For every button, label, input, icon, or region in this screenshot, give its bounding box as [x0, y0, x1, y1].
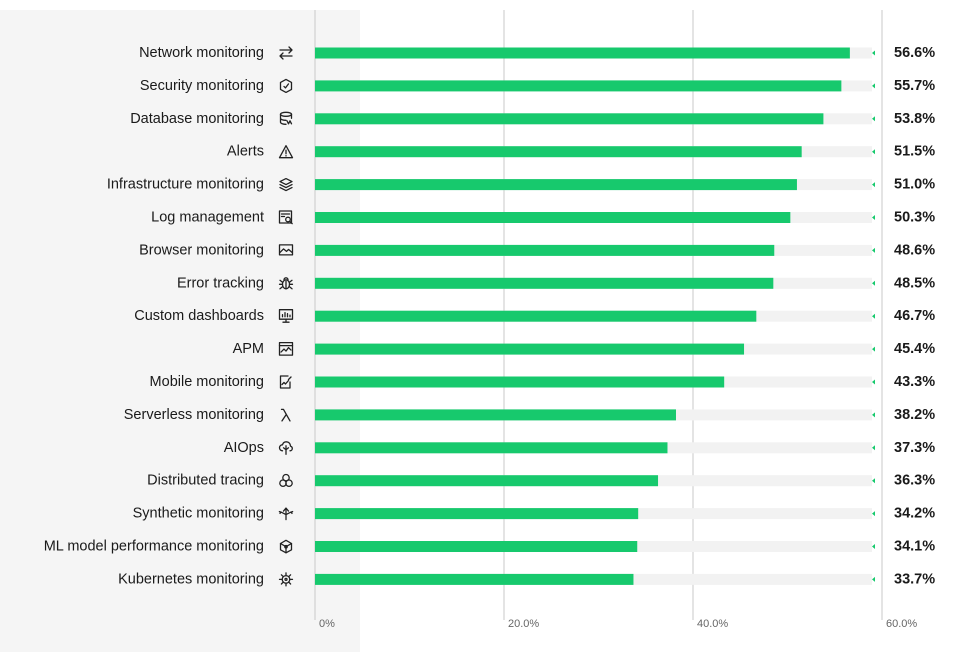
bar-end-marker [872, 478, 875, 484]
bar-end-marker [872, 116, 875, 122]
bar-end-marker [872, 83, 875, 89]
bar [315, 475, 659, 487]
lambda-icon [280, 408, 291, 422]
bar-end-marker [872, 313, 875, 319]
kubernetes-helm-icon [278, 572, 294, 587]
category-label: Custom dashboards [134, 308, 264, 324]
value-label: 46.7% [894, 308, 935, 324]
value-label: 55.7% [894, 78, 935, 94]
aiops-icon [278, 441, 293, 455]
bar [315, 47, 850, 59]
browser-icon [278, 244, 294, 256]
dashboard-monitor-icon [278, 309, 294, 323]
ml-model-icon [279, 539, 293, 554]
bar-end-marker [872, 50, 875, 56]
bar [315, 113, 824, 125]
bar-end-marker [872, 544, 875, 549]
bar-end-marker [872, 149, 875, 155]
value-label: 45.4% [894, 341, 935, 357]
bar-end-marker [872, 412, 875, 418]
category-label: Distributed tracing [147, 473, 264, 489]
category-label: ML model performance monitoring [44, 539, 264, 555]
value-label: 56.6% [894, 45, 935, 61]
bar-end-marker [872, 182, 875, 188]
category-label: Browser monitoring [139, 242, 264, 258]
value-label: 34.2% [894, 506, 935, 522]
bar [315, 376, 725, 388]
category-label: Synthetic monitoring [133, 506, 264, 522]
category-label: Kubernetes monitoring [118, 571, 264, 587]
category-label: APM [233, 341, 264, 357]
value-label: 48.6% [894, 242, 935, 258]
category-label: Serverless monitoring [124, 407, 264, 423]
bar [315, 343, 745, 355]
bar [315, 310, 757, 322]
bar [315, 573, 634, 585]
x-tick-label: 20.0% [508, 618, 539, 630]
tracing-circles-icon [279, 473, 293, 488]
category-label: Infrastructure monitoring [107, 177, 264, 193]
bar-end-marker [872, 215, 875, 220]
database-icon [279, 111, 293, 125]
bar [315, 508, 639, 520]
apm-chart-icon [278, 341, 294, 356]
value-label: 51.5% [894, 144, 935, 160]
bar [315, 80, 842, 92]
category-label: Network monitoring [139, 45, 264, 61]
value-label: 38.2% [894, 407, 935, 423]
category-label: Database monitoring [130, 111, 264, 127]
value-label: 37.3% [894, 440, 935, 456]
category-label: Mobile monitoring [150, 374, 264, 390]
x-tick-label: 0% [319, 618, 335, 630]
bar-end-marker [872, 379, 875, 385]
category-label: Log management [151, 210, 264, 226]
value-label: 33.7% [894, 571, 935, 587]
mobile-icon [279, 375, 292, 389]
value-label: 48.5% [894, 275, 935, 291]
category-label: AIOps [224, 440, 264, 456]
bar [315, 244, 775, 256]
bar-end-marker [872, 346, 875, 352]
bar [315, 442, 668, 454]
category-label: Alerts [227, 144, 264, 160]
bar [315, 146, 802, 158]
log-search-icon [278, 210, 293, 225]
value-label: 50.3% [894, 210, 935, 226]
bar-end-marker [872, 247, 875, 253]
label-panel-background [0, 10, 360, 652]
value-label: 34.1% [894, 539, 935, 555]
bar [315, 541, 638, 552]
bug-icon [278, 277, 294, 290]
category-label: Error tracking [177, 275, 264, 291]
bar [315, 409, 676, 421]
bar-end-marker [872, 576, 875, 582]
synthetic-arrows-icon [278, 507, 294, 521]
bar [315, 212, 791, 223]
bar [315, 277, 774, 289]
arrows-exchange-icon [279, 46, 293, 60]
bar-end-marker [872, 511, 875, 517]
value-label: 51.0% [894, 177, 935, 193]
x-tick-label: 60.0% [886, 618, 917, 630]
value-label: 53.8% [894, 111, 935, 127]
security-shield-icon [279, 78, 293, 94]
layers-icon [279, 177, 293, 192]
bar [315, 179, 797, 191]
category-label: Security monitoring [140, 78, 264, 94]
value-label: 36.3% [894, 473, 935, 489]
x-tick-label: 40.0% [697, 618, 728, 630]
value-label: 43.3% [894, 374, 935, 390]
bar-end-marker [872, 280, 875, 286]
alert-triangle-icon [278, 145, 294, 159]
bar-end-marker [872, 445, 875, 451]
